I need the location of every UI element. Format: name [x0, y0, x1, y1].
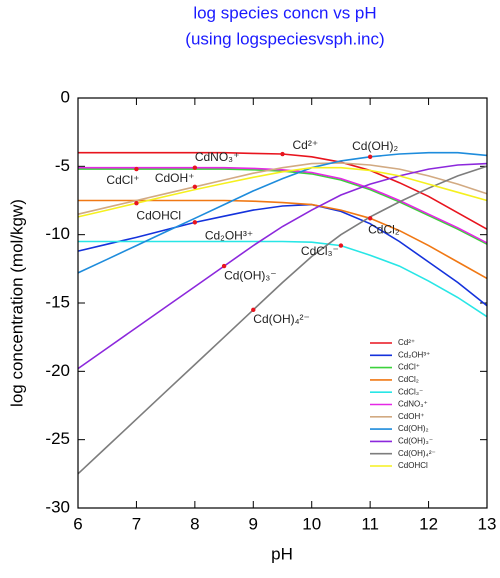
- series-annotation: CdCl₂: [368, 222, 400, 236]
- legend-label: CdCl₂: [398, 375, 419, 384]
- plot-frame: [77, 97, 488, 509]
- legend-label: Cd(OH)₃⁻: [398, 437, 433, 446]
- x-axis-label: pH: [271, 544, 293, 563]
- y-tick-label: 0: [61, 87, 70, 106]
- y-tick-label: -30: [45, 497, 70, 516]
- legend-label: Cd₂OH³⁺: [398, 350, 430, 359]
- label-dot: [192, 165, 198, 170]
- series-annotation: Cd(OH)₄²⁻: [253, 312, 310, 326]
- x-tick-label: 8: [190, 514, 199, 533]
- series-annotation: CdCl⁺: [106, 173, 139, 187]
- legend-label: CdOH⁺: [398, 412, 424, 421]
- series-line: [77, 203, 488, 307]
- label-dot: [134, 166, 139, 172]
- series-annotation: CdCl₃⁻: [301, 244, 339, 258]
- x-tick-label: 10: [302, 514, 321, 533]
- series-line: [77, 151, 488, 274]
- chart-subtitle: (using logspeciesvsph.inc): [185, 29, 384, 48]
- series-line: [78, 166, 488, 244]
- legend-label: CdOHCl: [398, 461, 428, 470]
- x-tick-label: 7: [132, 514, 141, 533]
- series-annotation: Cd(OH)₂: [352, 139, 398, 153]
- series-line: [77, 166, 488, 218]
- series-line: [78, 240, 488, 318]
- x-tick-label: 9: [249, 514, 258, 533]
- label-dot: [367, 154, 373, 159]
- y-tick-label: -20: [45, 361, 70, 380]
- legend-label: CdCl⁺: [398, 363, 420, 372]
- series-line: [77, 162, 488, 370]
- legend-label: Cd(OH)₄²⁻: [398, 449, 436, 458]
- label-dot: [192, 184, 198, 190]
- series-line: [77, 162, 488, 215]
- legend-label: CdNO₃⁺: [398, 400, 428, 409]
- x-tick-label: 12: [419, 514, 438, 533]
- legend-label: CdCl₃⁻: [398, 387, 423, 396]
- x-tick-label: 6: [73, 514, 82, 533]
- x-tick-label: 13: [478, 514, 497, 533]
- legend-label: Cd(OH)₂: [398, 424, 429, 433]
- label-dot: [367, 216, 373, 221]
- series-annotation: Cd₂OH³⁺: [205, 229, 253, 243]
- legend-label: Cd²⁺: [398, 338, 415, 347]
- series-line: [77, 165, 488, 475]
- series-annotation: CdNO₃⁺: [195, 150, 240, 164]
- y-tick-label: -10: [45, 224, 70, 243]
- label-dot: [134, 201, 139, 206]
- series-annotation: CdOHCl: [136, 208, 181, 222]
- chart-title: log species concn vs pH: [193, 3, 376, 22]
- label-dot: [192, 220, 198, 225]
- y-tick-label: -25: [45, 429, 70, 448]
- label-dot: [251, 307, 256, 313]
- series-annotation: Cd(OH)₃⁻: [224, 268, 277, 282]
- y-tick-label: -5: [55, 156, 70, 175]
- y-axis-label: log concentration (mol/kgw): [7, 199, 26, 407]
- label-dot: [221, 263, 227, 269]
- series-annotation: Cd²⁺: [293, 138, 319, 152]
- y-tick-label: -15: [45, 292, 70, 311]
- label-dot: [280, 151, 285, 157]
- label-dot: [338, 243, 344, 248]
- x-tick-label: 11: [361, 514, 379, 533]
- series-annotation: CdOH⁺: [155, 171, 195, 185]
